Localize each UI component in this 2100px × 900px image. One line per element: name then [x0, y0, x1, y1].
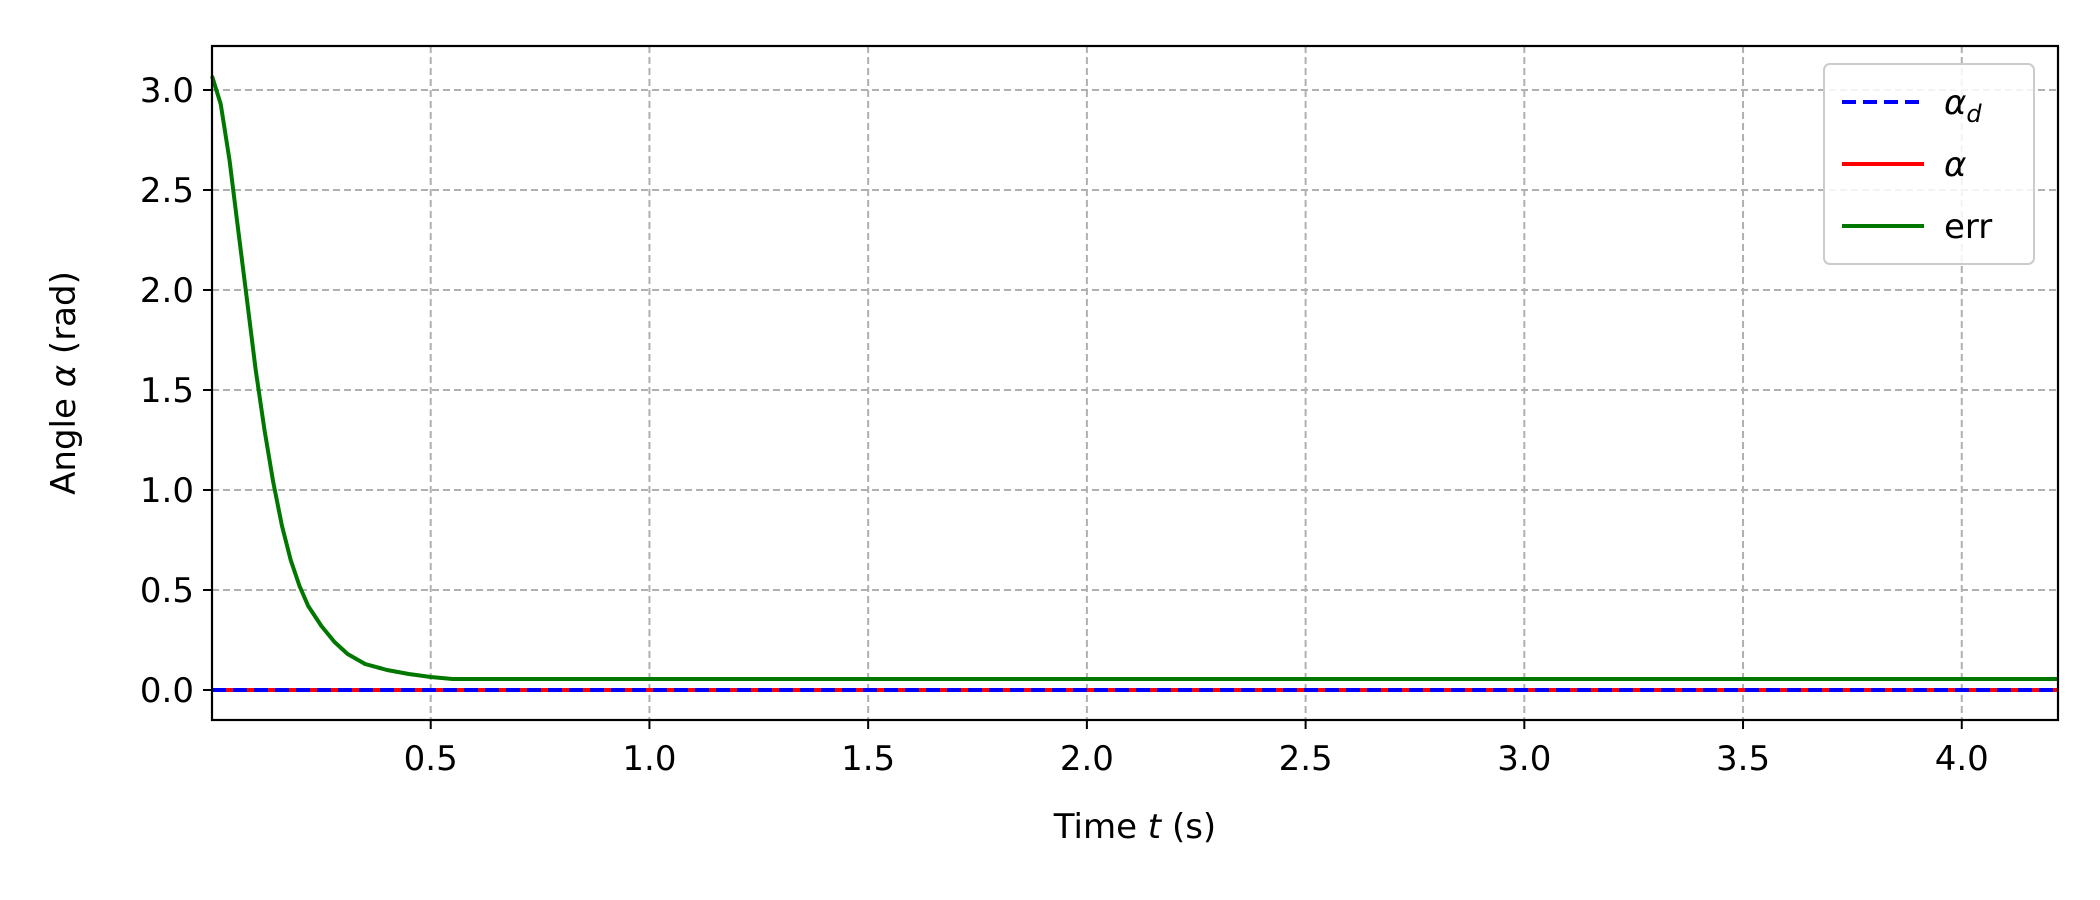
x-tick-label: 3.0 — [1497, 739, 1551, 779]
x-tick-label: 1.0 — [622, 739, 676, 779]
grid — [212, 46, 2058, 720]
y-tick-label: 1.0 — [140, 471, 194, 511]
legend-label: αd — [1944, 83, 1982, 128]
y-tick-label: 1.5 — [140, 371, 194, 411]
x-tick-label: 2.0 — [1060, 739, 1114, 779]
plot-frame — [210, 44, 2060, 722]
series-line-2 — [210, 75, 2058, 681]
y-tick-label: 3.0 — [140, 71, 194, 111]
y-tick-label: 2.5 — [140, 171, 194, 211]
legend-box — [1823, 63, 2035, 265]
legend-label: err — [1944, 207, 1992, 247]
x-axis-label: Time t (s) — [1053, 807, 1216, 847]
y-tick-label: 0.5 — [140, 571, 194, 611]
x-tick-label: 4.0 — [1935, 739, 1989, 779]
y-axis-label: Angle α (rad) — [44, 271, 84, 495]
x-tick-label: 2.5 — [1279, 739, 1333, 779]
x-tick-label: 0.5 — [404, 739, 458, 779]
legend: αd α err — [1823, 63, 2035, 265]
axis-ticks: 0.5 1.0 1.5 2.0 2.5 3.0 3.5 4.0 0.0 0.5 1.0 1.5 2.0 2… — [140, 71, 1989, 779]
x-tick-label: 1.5 — [841, 739, 895, 779]
plot-lines — [210, 75, 2058, 692]
y-tick-label: 0.0 — [140, 671, 194, 711]
x-tick-label: 3.5 — [1716, 739, 1770, 779]
legend-label: α — [1944, 145, 1966, 185]
y-tick-label: 2.0 — [140, 271, 194, 311]
